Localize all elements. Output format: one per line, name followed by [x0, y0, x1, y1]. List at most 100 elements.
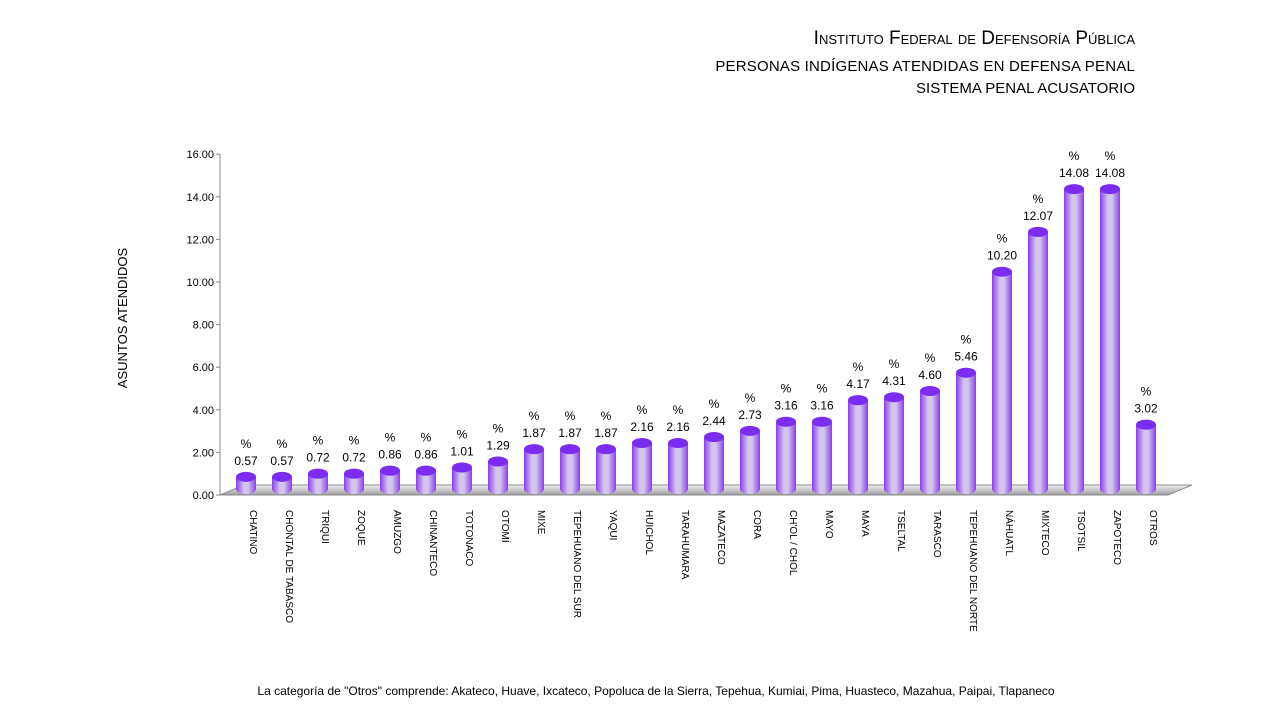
x-tick-label: MIXE: [535, 510, 546, 535]
bar: [812, 416, 832, 494]
bar-body: [1028, 231, 1048, 494]
chart-subtitle-2: SISTEMA PENAL ACUSATORIO: [916, 80, 1135, 97]
x-tick-label: TSELTAL: [895, 510, 906, 552]
data-label-unit: %: [709, 397, 720, 411]
y-tick-label: 10.00: [186, 277, 214, 289]
bar-top: [884, 392, 904, 403]
bar-body: [524, 449, 544, 494]
bar-body: [452, 467, 472, 494]
bar: [308, 468, 328, 494]
bar-body: [488, 461, 508, 494]
x-tick-label: TOTONACO: [463, 510, 474, 567]
bar-top: [524, 444, 544, 455]
bar-top: [236, 471, 256, 482]
y-tick-label: 8.00: [193, 320, 214, 332]
bar-body: [632, 442, 652, 494]
x-tick-label: YAQUI: [607, 510, 618, 540]
data-label-unit: %: [817, 382, 828, 396]
data-label: 0.57: [270, 454, 294, 468]
data-label-unit: %: [565, 409, 576, 423]
bar: [452, 462, 472, 494]
data-label: 1.01: [450, 444, 474, 458]
bar-top: [812, 416, 832, 427]
bar: [1064, 184, 1084, 494]
data-label-unit: %: [277, 437, 288, 451]
bar: [596, 444, 616, 494]
bar-top: [668, 437, 688, 448]
data-label: 0.86: [414, 448, 438, 462]
x-tick-label: HUICHOL: [643, 510, 654, 555]
data-label-unit: %: [457, 427, 468, 441]
data-label-unit: %: [349, 434, 360, 448]
y-tick-label: 12.00: [186, 234, 214, 246]
bar-top: [488, 456, 508, 467]
data-label: 4.60: [918, 368, 942, 382]
x-tick-label: CH'OL / CHOL: [787, 510, 798, 576]
y-tick-label: 4.00: [193, 405, 214, 417]
x-tick-label: CHATINO: [247, 510, 258, 554]
bar-top: [272, 471, 292, 482]
bar-body: [884, 397, 904, 494]
bar: [740, 425, 760, 494]
x-tick-label: TRIQUI: [319, 510, 330, 544]
data-label: 0.72: [306, 451, 330, 465]
bar: [1100, 184, 1120, 494]
data-label: 2.16: [666, 420, 690, 434]
bar-top: [776, 416, 796, 427]
bar: [704, 432, 724, 494]
x-tick-label: TEPEHUANO DEL NORTE: [967, 510, 978, 632]
data-label: 2.73: [738, 408, 762, 422]
chart-subtitle: PERSONAS INDÍGENAS ATENDIDAS EN DEFENSA …: [715, 58, 1135, 75]
bar: [1136, 419, 1156, 494]
data-label: 3.16: [810, 399, 834, 413]
data-label-unit: %: [241, 437, 252, 451]
bar: [920, 386, 940, 494]
x-tick-label: ZOQUE: [355, 510, 366, 546]
bar: [848, 395, 868, 494]
data-label: 14.08: [1059, 166, 1089, 180]
x-tick-label: TARAHUMARA: [679, 510, 690, 580]
bar: [416, 465, 436, 494]
data-label: 1.87: [522, 426, 546, 440]
data-label-unit: %: [889, 357, 900, 371]
bar: [632, 437, 652, 494]
data-label-unit: %: [529, 409, 540, 423]
bar-body: [1136, 424, 1156, 494]
chart-title: Instituto Federal de Defensoría Pública: [813, 28, 1135, 49]
y-axis-label: ASUNTOS ATENDIDOS: [115, 247, 130, 388]
x-tick-label: TARASCO: [931, 510, 942, 558]
data-label: 1.87: [558, 426, 582, 440]
data-label-unit: %: [925, 351, 936, 365]
data-label: 10.20: [987, 249, 1017, 263]
bar-top: [1136, 419, 1156, 430]
data-label-unit: %: [1069, 149, 1080, 163]
bar-body: [1064, 189, 1084, 494]
data-label: 4.31: [882, 374, 906, 388]
bar-body: [776, 421, 796, 494]
data-label-unit: %: [493, 422, 504, 436]
bar-top: [596, 444, 616, 455]
data-label: 2.44: [702, 414, 726, 428]
data-label-unit: %: [313, 434, 324, 448]
bar-top: [308, 468, 328, 479]
bar: [956, 367, 976, 494]
x-tick-label: CORA: [751, 510, 762, 539]
bar-body: [848, 400, 868, 494]
bar-top: [632, 437, 652, 448]
data-label-unit: %: [1033, 192, 1044, 206]
bar: [668, 437, 688, 494]
data-label-unit: %: [1141, 385, 1152, 399]
bar-body: [740, 430, 760, 494]
y-tick-label: 2.00: [193, 447, 214, 459]
data-label-unit: %: [853, 360, 864, 374]
bar-top: [452, 462, 472, 473]
data-label-unit: %: [385, 431, 396, 445]
data-label: 0.86: [378, 448, 402, 462]
bar-body: [920, 391, 940, 494]
bar-body: [956, 372, 976, 494]
bar-top: [344, 468, 364, 479]
x-tick-label: MIXTECO: [1039, 510, 1050, 556]
y-tick-label: 14.00: [186, 192, 214, 204]
data-label: 1.29: [486, 439, 510, 453]
